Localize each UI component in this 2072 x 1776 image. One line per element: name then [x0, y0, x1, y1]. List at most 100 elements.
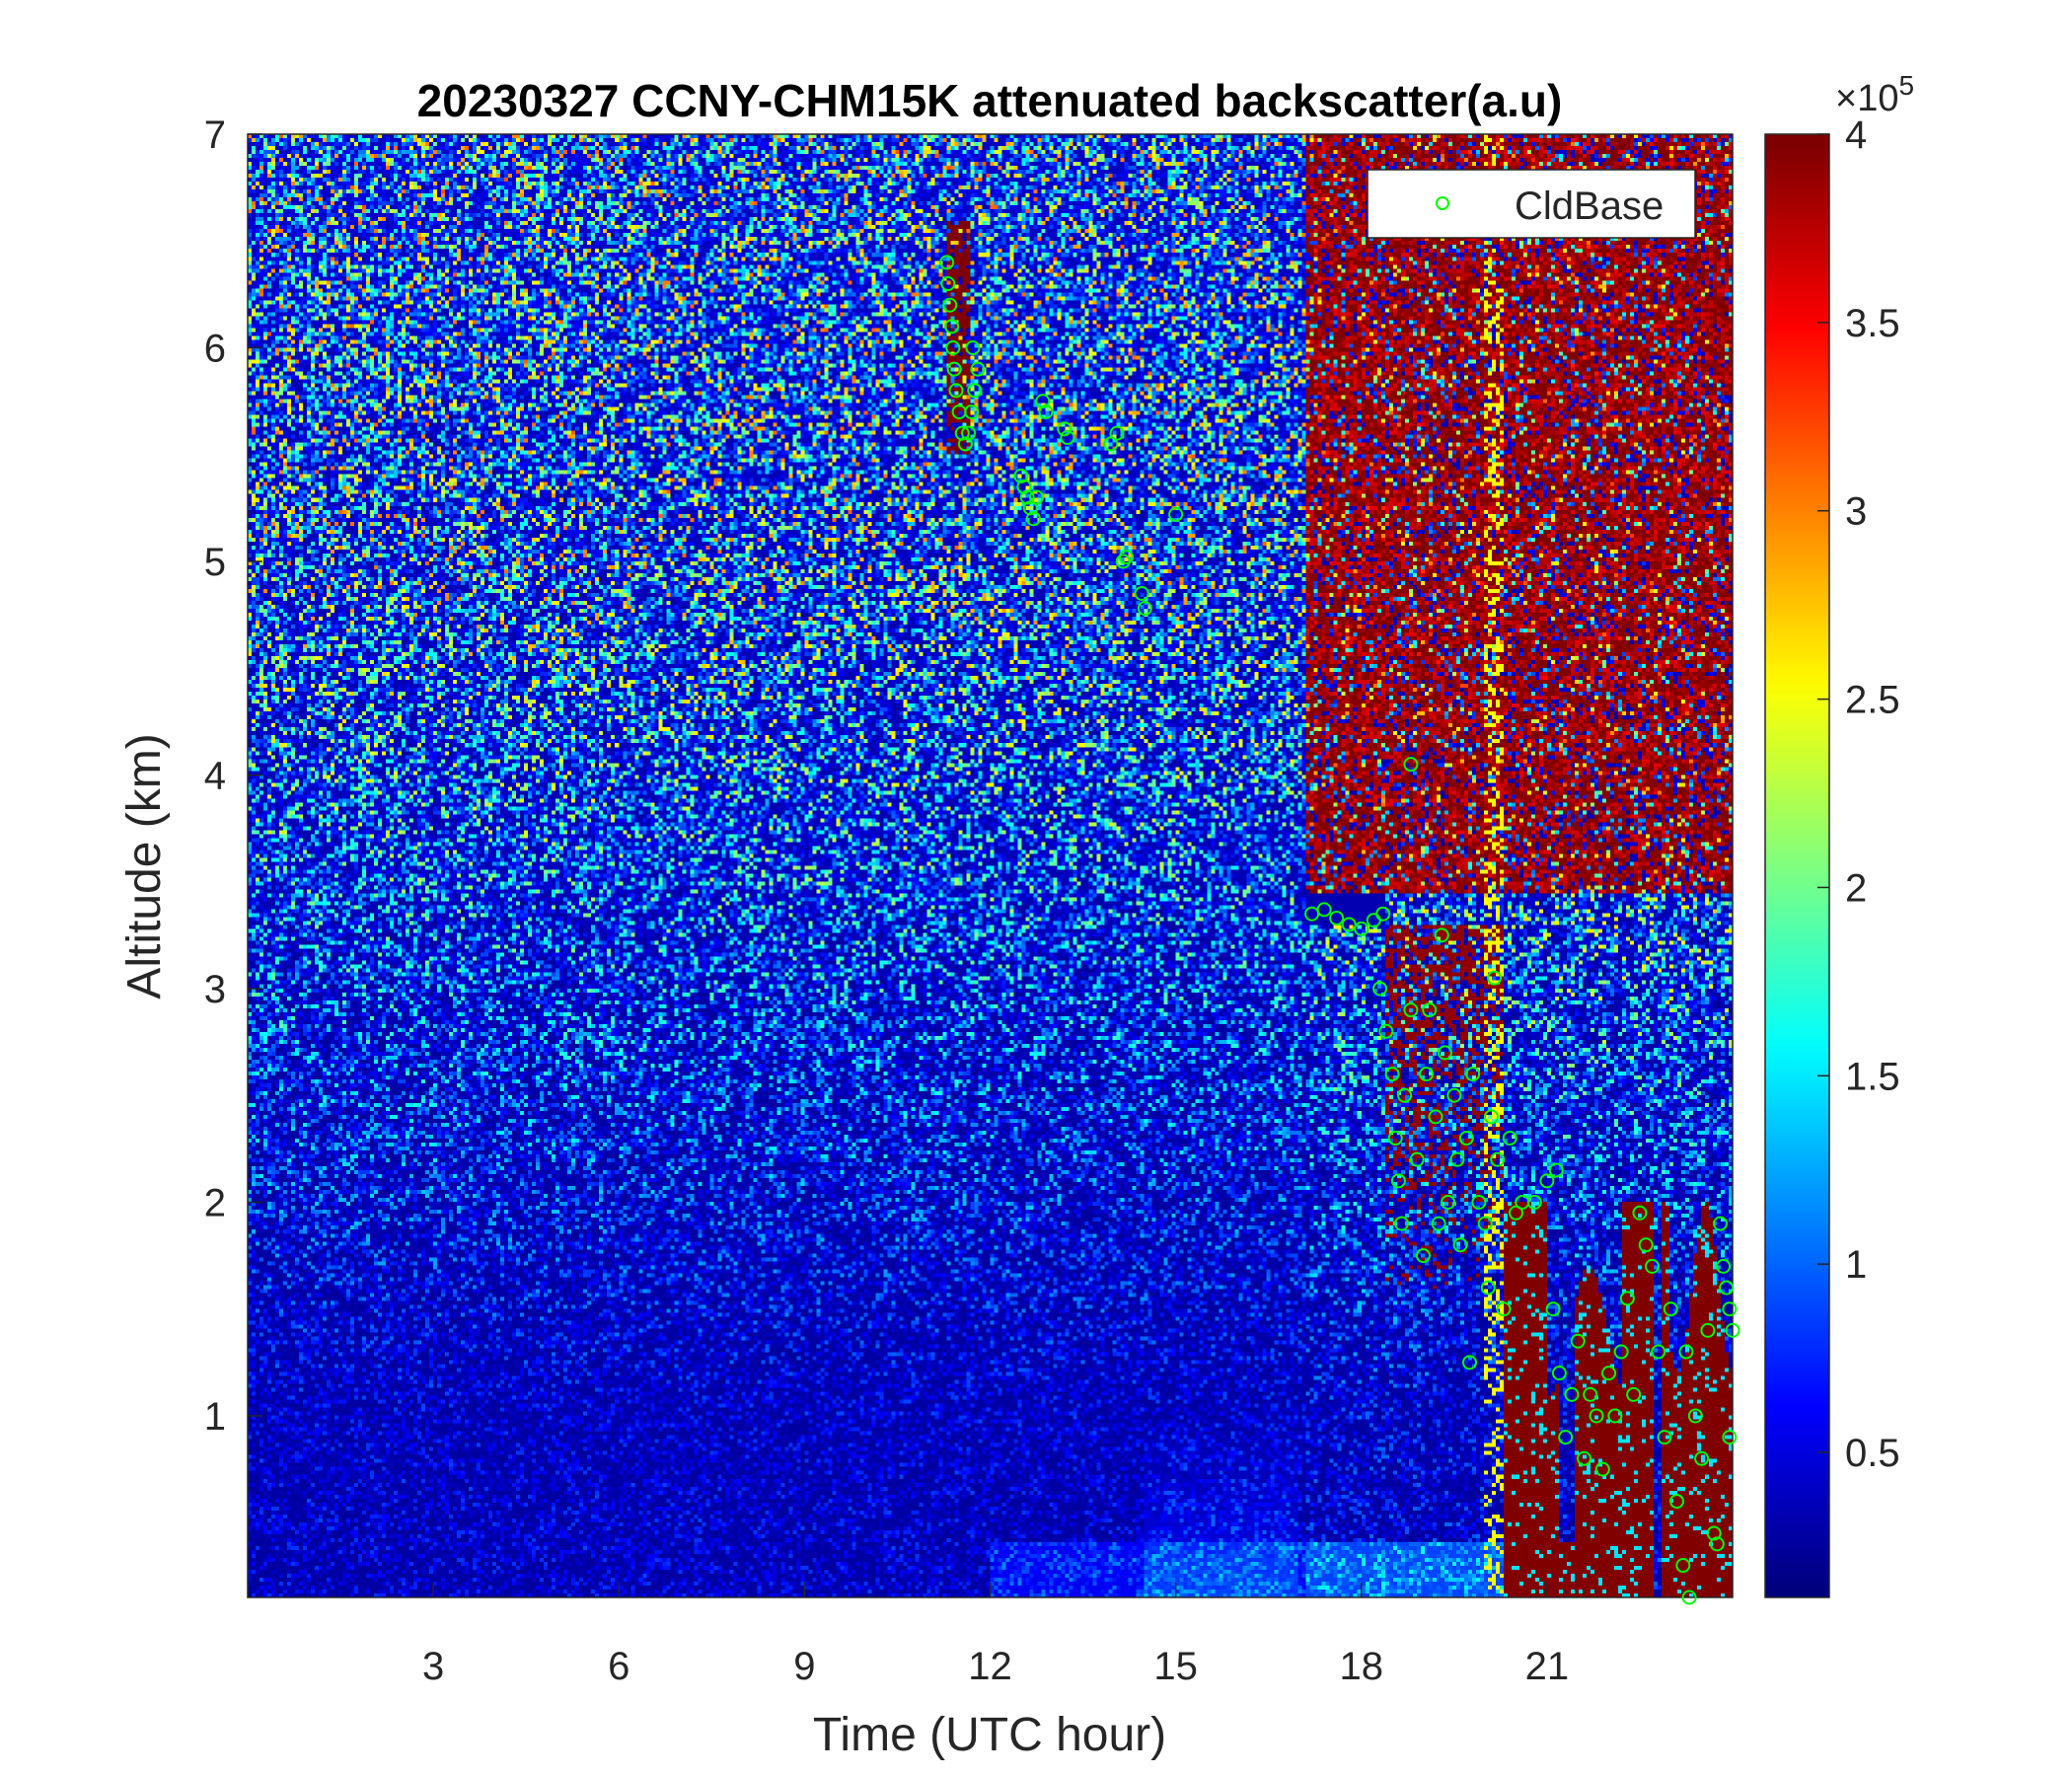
cldbase-point — [1545, 1301, 1561, 1317]
cldbase-point — [1168, 506, 1184, 522]
cldbase-point — [1515, 1194, 1530, 1210]
cldbase-point — [1709, 1536, 1725, 1552]
cldbase-point — [1384, 1067, 1400, 1082]
cldbase-point — [1341, 917, 1357, 932]
cldbase-point — [1564, 1386, 1580, 1402]
cldbase-point — [1651, 1344, 1666, 1360]
cldbase-point — [1038, 404, 1054, 419]
x-tick-label: 9 — [793, 1645, 815, 1688]
cldbase-point — [948, 383, 964, 399]
cldbase-point — [1644, 1258, 1660, 1274]
cldbase-point — [1669, 1494, 1685, 1510]
y-tick-label: 6 — [204, 327, 226, 370]
cldbase-point — [1719, 1280, 1735, 1295]
cldbase-point — [1681, 1590, 1697, 1605]
cldbase-point — [1415, 1248, 1431, 1264]
cldbase-point — [1137, 601, 1152, 617]
cldbase-point — [1403, 757, 1419, 773]
cldbase-point — [944, 319, 960, 334]
cldbase-point — [954, 425, 970, 441]
cldbase-point — [1675, 1558, 1691, 1574]
y-tick-label: 7 — [204, 113, 226, 157]
backscatter-heatmap — [248, 134, 1733, 1597]
y-axis: 1 2 3 4 5 6 7 — [204, 113, 262, 1439]
cldbase-point — [1449, 1151, 1465, 1167]
cldbase-point — [945, 339, 961, 355]
colorbar-axis: 0.5 1 1.5 2 2.5 3 3.5 4 — [1817, 113, 1900, 1475]
cldbase-point — [1409, 1151, 1425, 1167]
y-axis-label: Altitude (km) — [118, 733, 171, 999]
cldbase-point — [1387, 1131, 1403, 1147]
cldbase-point — [1594, 1461, 1610, 1477]
y-tick-label: 1 — [204, 1395, 226, 1439]
cldbase-point — [1029, 489, 1045, 505]
cldbase-point — [1329, 911, 1345, 926]
cldbase-point — [1725, 1322, 1740, 1338]
cldbase-point — [1471, 1194, 1487, 1210]
cldbase-point — [1458, 1131, 1474, 1147]
cldbase-point — [1035, 394, 1051, 409]
cldbase-point — [939, 255, 955, 270]
cldbase-point — [1548, 1162, 1564, 1178]
colorbar-tick-label: 2.5 — [1845, 679, 1900, 722]
colorbar-tick-label: 1.5 — [1845, 1055, 1900, 1098]
cldbase-point — [1657, 1430, 1672, 1445]
x-tick-label: 21 — [1525, 1645, 1570, 1688]
cldbase-point — [1465, 1067, 1481, 1082]
cldbase-series — [939, 255, 1740, 1605]
cldbase-point — [1390, 1173, 1406, 1189]
cldbase-point — [1103, 436, 1119, 452]
cldbase-point — [951, 404, 967, 419]
cldbase-point — [1461, 1355, 1477, 1370]
cldbase-point — [1446, 1087, 1462, 1103]
cldbase-point — [1060, 429, 1075, 445]
legend-marker-icon — [1436, 196, 1449, 210]
cldbase-point — [1394, 1216, 1410, 1231]
cldbase-point — [1115, 554, 1131, 569]
y-tick-label: 4 — [204, 754, 226, 797]
cldbase-point — [1687, 1408, 1703, 1424]
y-tick-label: 3 — [204, 968, 226, 1011]
cldbase-point — [1477, 1216, 1493, 1231]
cldbase-point — [1375, 906, 1391, 922]
cldbase-point — [1722, 1430, 1738, 1445]
cldbase-point — [1496, 1301, 1512, 1317]
x-axis-label: Time (UTC hour) — [813, 1709, 1166, 1761]
cldbase-point — [961, 425, 977, 441]
colorbar-gradient — [1765, 134, 1829, 1597]
cldbase-point — [1539, 1173, 1555, 1189]
cldbase-point — [1678, 1344, 1694, 1360]
cldbase-point — [970, 361, 986, 377]
cldbase-point — [1558, 1430, 1574, 1445]
cldbase-point — [1712, 1216, 1728, 1231]
cldbase-point — [1613, 1344, 1629, 1360]
legend-box — [1367, 169, 1696, 239]
cldbase-point — [1487, 970, 1503, 986]
cldbase-point — [1422, 1002, 1438, 1018]
cldbase-point — [1403, 1002, 1419, 1018]
colorbar-tick-label: 1 — [1845, 1243, 1867, 1287]
cldbase-point — [1016, 479, 1032, 494]
cldbase-point — [1583, 1386, 1598, 1402]
cldbase-point — [1378, 1023, 1394, 1039]
x-tick-label: 18 — [1340, 1645, 1384, 1688]
cldbase-point — [1700, 1322, 1716, 1338]
colorbar-tick-label: 3 — [1845, 490, 1867, 534]
cldbase-point — [1316, 902, 1332, 918]
cldbase-point — [1577, 1450, 1591, 1466]
cldbase-point — [1366, 913, 1381, 928]
cldbase-point — [1509, 1205, 1524, 1221]
colorbar-tick-label: 2 — [1845, 866, 1867, 910]
x-tick-label: 6 — [608, 1645, 629, 1688]
colorbar-multiplier: ×105 — [1835, 70, 1914, 119]
cldbase-point — [1304, 906, 1320, 922]
chart-title: 20230327 CCNY-CHM15K attenuated backscat… — [417, 75, 1563, 126]
cldbase-point — [940, 276, 956, 292]
cldbase-point — [1109, 425, 1125, 441]
cldbase-point — [1013, 468, 1029, 483]
cldbase-point — [1607, 1408, 1623, 1424]
cldbase-point — [1502, 1131, 1517, 1147]
cldbase-point — [1663, 1301, 1678, 1317]
cldbase-point — [1428, 1109, 1443, 1125]
